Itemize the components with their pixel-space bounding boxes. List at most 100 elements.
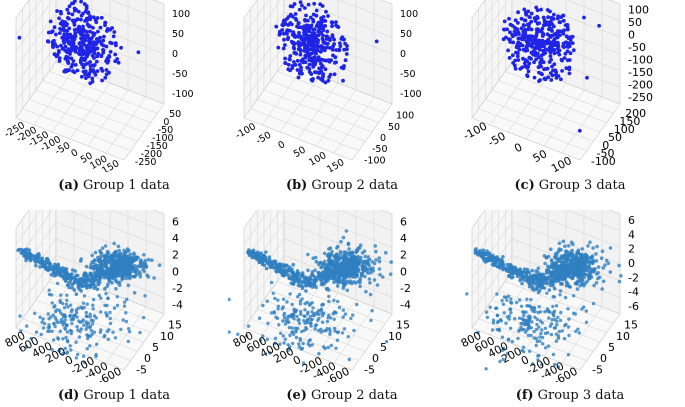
chart-d-point xyxy=(97,273,101,277)
chart-f-point xyxy=(519,325,523,329)
chart-d-point xyxy=(51,313,55,317)
chart-b-point xyxy=(323,19,328,23)
chart-f-point xyxy=(518,278,522,283)
chart-e-point xyxy=(297,342,301,346)
chart-d-point xyxy=(53,309,58,314)
chart-f-point xyxy=(535,322,539,327)
chart-b-point xyxy=(299,59,304,63)
chart-e-point xyxy=(282,271,287,275)
chart-f-point xyxy=(546,277,550,281)
chart-f-point xyxy=(481,248,486,252)
chart-c-y-tick: 100 xyxy=(614,123,635,136)
chart-b-point xyxy=(277,32,282,37)
chart-d-point xyxy=(92,286,96,291)
chart-e-point xyxy=(317,261,322,265)
chart-e-point xyxy=(316,270,321,275)
chart-d-point xyxy=(43,263,47,268)
chart-b-point xyxy=(321,33,325,38)
chart-f-point xyxy=(549,247,553,251)
chart-d-point xyxy=(125,266,130,270)
chart-f-point xyxy=(564,254,569,258)
chart-c-z-tick: -150 xyxy=(628,66,653,79)
chart-d-point xyxy=(35,253,39,257)
chart-e-point xyxy=(349,251,353,255)
chart-d-point xyxy=(82,360,86,365)
chart-a-point xyxy=(66,47,71,51)
chart-c-point xyxy=(549,15,554,20)
chart-d-point xyxy=(47,329,51,333)
chart-b-point xyxy=(320,4,325,8)
chart-e-point xyxy=(322,329,326,333)
chart-e-point xyxy=(308,280,312,284)
chart-f-z-tick: -2 xyxy=(628,271,639,284)
chart-e-point xyxy=(337,279,342,283)
chart-f-point xyxy=(500,298,504,303)
chart-c-point xyxy=(571,48,576,53)
chart-d-point xyxy=(86,277,90,281)
chart-d-point xyxy=(76,306,81,310)
chart-f-point xyxy=(526,326,531,330)
chart-e-point xyxy=(329,316,333,320)
chart-b-point xyxy=(313,58,318,63)
chart-d-y-tick: 0 xyxy=(144,352,151,365)
chart-f-point xyxy=(507,314,512,318)
chart-d-point xyxy=(47,288,51,292)
chart-d-point xyxy=(61,266,65,270)
chart-e-point xyxy=(327,256,332,260)
chart-f-point xyxy=(549,280,553,285)
chart-e-point xyxy=(362,249,367,253)
chart-d-point xyxy=(98,265,103,269)
chart-f-point xyxy=(541,272,546,277)
chart-e-point xyxy=(352,280,356,284)
chart-b-point xyxy=(316,33,321,37)
chart-d-point xyxy=(142,253,146,257)
chart-b-point xyxy=(280,28,285,32)
chart-c-point xyxy=(527,61,532,66)
chart-e-point xyxy=(298,299,303,303)
chart-e-point xyxy=(339,271,344,276)
chart-b-z-tick: 50 xyxy=(400,29,412,40)
chart-e-point xyxy=(327,299,331,304)
chart-e-point xyxy=(349,255,354,260)
chart-e-point xyxy=(367,277,372,281)
chart-f-point xyxy=(537,354,541,358)
chart-f-point xyxy=(545,291,549,295)
chart-f-point xyxy=(592,259,596,264)
chart-f-point xyxy=(497,261,502,266)
chart-e-point xyxy=(347,247,351,251)
chart-a-outlier-point xyxy=(136,50,141,55)
chart-f-point xyxy=(497,265,502,269)
chart-d-point xyxy=(138,262,143,267)
chart-d-point xyxy=(89,274,94,279)
chart-d-point xyxy=(137,270,142,274)
chart-b-point xyxy=(334,48,339,52)
chart-d-point xyxy=(85,314,89,319)
chart-f-point xyxy=(543,261,547,266)
chart-f-point xyxy=(523,274,528,279)
chart-c-point xyxy=(565,23,570,27)
chart-a-point xyxy=(96,29,100,34)
chart-e-point xyxy=(309,321,313,325)
chart-e-point xyxy=(342,275,347,279)
chart-a-point xyxy=(111,34,116,39)
chart-e-point xyxy=(290,302,294,307)
chart-b-point xyxy=(311,12,316,17)
chart-e-point xyxy=(281,319,285,323)
chart-f-point xyxy=(559,281,563,286)
caption-a-label: (a) xyxy=(58,178,80,193)
chart-d-point xyxy=(105,313,109,317)
chart-a-point xyxy=(83,19,87,23)
chart-d-point xyxy=(92,330,97,334)
chart-d-point xyxy=(74,311,79,315)
chart-f-point xyxy=(495,320,500,325)
chart-a-point xyxy=(85,54,89,59)
chart-f-point xyxy=(515,300,519,305)
chart-e-point xyxy=(303,278,308,282)
chart-f-y-tick: -5 xyxy=(592,363,603,376)
chart-f-point xyxy=(546,267,551,272)
chart-c-z-tick: 100 xyxy=(628,3,649,16)
chart-f-point xyxy=(549,322,554,326)
chart-e-point xyxy=(299,273,303,278)
chart-d-point xyxy=(39,261,44,266)
